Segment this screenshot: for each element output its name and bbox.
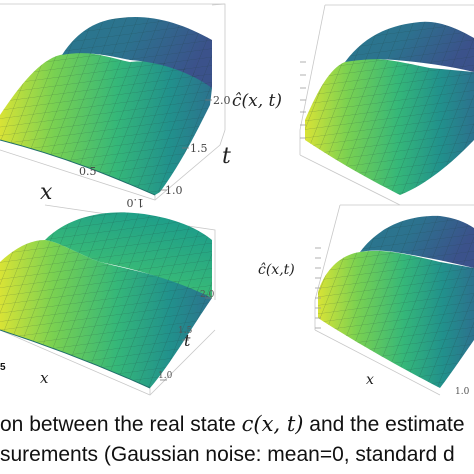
surface xyxy=(0,16,212,196)
t-tick-2: 2.0 xyxy=(200,290,215,300)
caption-line-1-prefix: on between the real state xyxy=(0,413,242,436)
x-axis-label: x xyxy=(40,369,49,387)
t-tick-1: 1.0 xyxy=(165,184,183,197)
x-axis-label: x xyxy=(366,372,374,388)
z-axis-label: ĉ(x, t) xyxy=(232,91,282,111)
z-axis-ticks xyxy=(315,247,321,329)
t-tick-2: 2.0 xyxy=(213,94,231,107)
x-tick-rotated: 1.0 xyxy=(127,196,145,209)
panel-bottom-right: ĉ(x,t) x 1.0 xyxy=(258,204,474,397)
caption-line-1: on between the real state c(x, t) and th… xyxy=(0,412,465,436)
panel-top-right: ĉ(x, t) xyxy=(232,4,474,206)
caption: on between the real state c(x, t) and th… xyxy=(0,412,465,466)
t-axis-ticks xyxy=(160,297,212,381)
t-tick-1-5: 1.5 xyxy=(178,326,193,336)
x-axis-label: x xyxy=(40,180,53,205)
z-axis-label: ĉ(x,t) xyxy=(258,262,295,278)
t-axis-ticks xyxy=(160,99,212,191)
t-tick-1: 1.0 xyxy=(158,371,173,381)
bounding-box xyxy=(314,204,474,396)
panel-bottom-left: 2.0 1.5 1.0 t x 5 xyxy=(0,204,216,396)
surface xyxy=(318,215,474,388)
panel-tag: 5 xyxy=(0,362,6,373)
caption-line-2: surements (Gaussian noise: mean=0, stand… xyxy=(0,443,455,466)
surface xyxy=(0,212,212,389)
t-axis-label: t xyxy=(184,331,191,350)
t-tick-1-5: 1.5 xyxy=(190,142,208,155)
caption-math: c(x, t) xyxy=(242,412,304,436)
surface xyxy=(305,21,474,195)
t-axis-label: t xyxy=(222,144,231,169)
caption-line-1-suffix: and the estimate xyxy=(303,413,464,436)
z-axis-ticks xyxy=(300,61,306,139)
x-tick-0-5: 0.5 xyxy=(79,165,97,178)
panel-top-left: 2.0 1.5 1.0 0.5 1.0 t x xyxy=(0,3,231,209)
t-tick-1: 1.0 xyxy=(455,387,470,397)
bounding-box xyxy=(299,4,474,206)
